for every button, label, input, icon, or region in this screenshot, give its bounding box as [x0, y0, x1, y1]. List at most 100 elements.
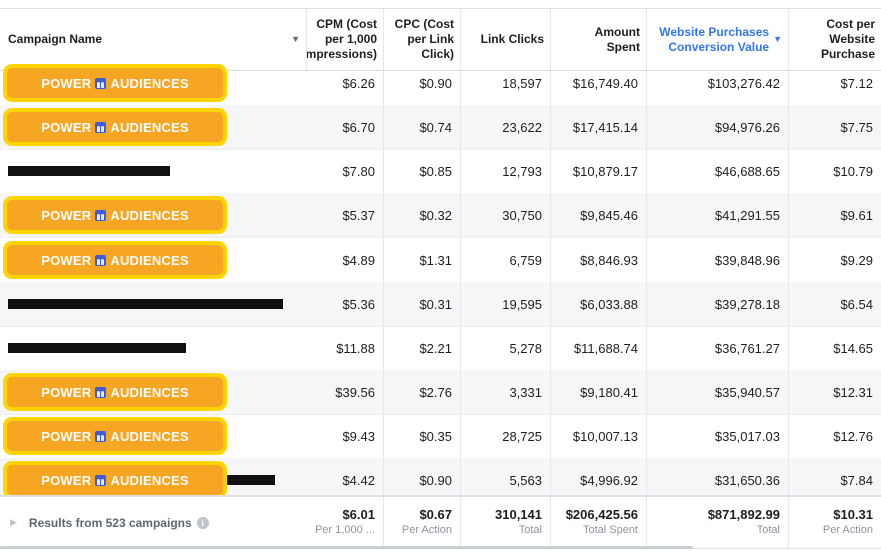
cell-website-purchases-value: $39,278.18 — [647, 282, 789, 326]
cell-cpm: $5.36 — [307, 282, 384, 326]
redacted-campaign-name — [8, 343, 186, 353]
campaign-name-cell[interactable]: POWER AUDIENCES — [0, 193, 307, 237]
summary-amount-spent: $206,425.56 Total Spent — [551, 497, 647, 548]
campaign-name-cell[interactable]: POWER AUDIENCES — [0, 458, 307, 502]
table-header: Campaign Name ▼ CPM (Cost per 1,000 Impr… — [0, 8, 881, 71]
cell-website-purchases-value: $103,276.42 — [647, 61, 789, 105]
summary-cpm: $6.01 Per 1,000 ... — [307, 497, 384, 548]
cell-amount-spent: $9,845.46 — [551, 193, 647, 237]
table-row[interactable]: $5.36 $0.31 19,595 $6,033.88 $39,278.18 $6.54 — [0, 282, 881, 327]
power-audiences-badge: POWER AUDIENCES — [3, 196, 227, 234]
redacted-campaign-name — [8, 166, 170, 176]
cell-cpc: $2.21 — [384, 326, 461, 370]
cell-cost-per-purchase: $12.76 — [833, 428, 873, 444]
badge-text: AUDIENCES — [110, 252, 189, 268]
campaign-name-cell[interactable]: POWER AUDIENCES — [0, 414, 307, 458]
summary-value: $0.67 — [419, 507, 452, 522]
cell-link-clicks: 30,750 — [461, 193, 551, 237]
cell-amount-spent: $9,180.41 — [551, 370, 647, 414]
sort-caret-icon[interactable]: ▼ — [291, 34, 300, 44]
cell-cost-per-purchase: $14.65 — [833, 340, 873, 356]
people-icon — [95, 121, 107, 133]
table-row[interactable]: POWER AUDIENCES $6.26 $0.90 18,597 $16,749.40… — [0, 61, 881, 106]
column-header-cost-per-purchase[interactable]: Cost per Website Purchase — [789, 9, 881, 70]
cell-amount-spent: $17,415.14 — [551, 105, 647, 149]
summary-value: $6.01 — [342, 507, 375, 522]
column-header-cpm[interactable]: CPM (Cost per 1,000 Impressions) — [307, 9, 384, 70]
people-icon — [95, 474, 107, 486]
badge-text: AUDIENCES — [110, 75, 189, 91]
summary-sublabel: Total — [518, 524, 542, 536]
table-row[interactable]: POWER AUDIENCES $9.43 $0.35 28,725 $10,007.13… — [0, 414, 881, 459]
summary-value: 310,141 — [495, 507, 542, 522]
people-icon — [95, 386, 107, 398]
table-row[interactable]: $11.88 $2.21 5,278 $11,688.74 $36,761.27 $14.… — [0, 326, 881, 371]
column-header-label: CPM (Cost per 1,000 Impressions) — [307, 17, 378, 61]
table-row[interactable]: $7.80 $0.85 12,793 $10,879.17 $46,688.65 $10.… — [0, 149, 881, 194]
cell-cpm: $4.42 — [307, 458, 384, 502]
badge-text: POWER — [41, 75, 92, 91]
power-audiences-badge: POWER AUDIENCES — [3, 461, 227, 499]
summary-value: $206,425.56 — [565, 507, 638, 522]
column-header-campaign-name[interactable]: Campaign Name ▼ — [0, 9, 307, 70]
column-header-link-clicks[interactable]: Link Clicks — [461, 9, 551, 70]
campaign-name-cell[interactable] — [0, 149, 307, 193]
badge-text: POWER — [41, 252, 92, 268]
campaign-name-cell[interactable]: POWER AUDIENCES — [0, 370, 307, 414]
cell-cpm: $11.88 — [307, 326, 384, 370]
cell-cpc: $0.74 — [384, 105, 461, 149]
cell-cpm: $9.43 — [307, 414, 384, 458]
table-row[interactable]: POWER AUDIENCES $5.37 $0.32 30,750 $9,845.46 $… — [0, 193, 881, 238]
cell-website-purchases-value: $35,017.03 — [647, 414, 789, 458]
cell-amount-spent: $16,749.40 — [551, 61, 647, 105]
table-row[interactable]: POWER AUDIENCES $39.56 $2.76 3,331 $9,180.41 $… — [0, 370, 881, 415]
cell-website-purchases-value: $46,688.65 — [647, 149, 789, 193]
people-icon — [95, 209, 107, 221]
cell-link-clicks: 28,725 — [461, 414, 551, 458]
cell-website-purchases-value: $36,761.27 — [647, 326, 789, 370]
people-icon — [95, 254, 107, 266]
campaign-name-cell[interactable]: POWER AUDIENCES — [0, 61, 307, 105]
expand-arrow-icon[interactable]: ▶ — [10, 517, 17, 527]
cell-link-clicks: 18,597 — [461, 61, 551, 105]
column-header-amount-spent[interactable]: Amount Spent — [551, 9, 647, 70]
summary-label: Results from 523 campaigns — [28, 515, 192, 530]
summary-value: $871,892.99 — [707, 507, 780, 522]
power-audiences-badge: POWER AUDIENCES — [3, 64, 227, 102]
summary-label-cell: ▶ Results from 523 campaigns i — [0, 497, 307, 548]
column-header-cpc[interactable]: CPC (Cost per Link Click) — [384, 9, 461, 70]
cell-link-clicks: 23,622 — [461, 105, 551, 149]
cell-cost-per-purchase: $9.29 — [840, 252, 873, 268]
badge-text: POWER — [41, 428, 92, 444]
table-row[interactable]: POWER AUDIENCES $6.70 $0.74 23,622 $17,415.14… — [0, 105, 881, 150]
summary-sublabel: Per Action — [401, 524, 452, 536]
table-row[interactable]: POWER AUDIENCES $4.89 $1.31 6,759 $8,846.93 $3… — [0, 238, 881, 283]
column-header-label: Link Clicks — [480, 32, 544, 46]
cell-cpm: $5.37 — [307, 193, 384, 237]
cell-cpc: $0.35 — [384, 414, 461, 458]
cell-amount-spent: $4,996.92 — [551, 458, 647, 502]
campaign-name-cell[interactable] — [0, 282, 307, 326]
cell-cpm: $39.56 — [307, 370, 384, 414]
badge-text: POWER — [41, 472, 92, 488]
campaign-name-cell[interactable]: POWER AUDIENCES — [0, 105, 307, 149]
cell-cost-per-purchase: $10.79 — [833, 163, 873, 179]
column-header-website-purchases-value[interactable]: Website Purchases Conversion Value ▼ — [647, 9, 789, 70]
sort-caret-icon[interactable]: ▼ — [773, 34, 782, 44]
badge-text: AUDIENCES — [110, 207, 189, 223]
people-icon — [95, 77, 107, 89]
column-header-label: CPC (Cost per Link Click) — [394, 17, 454, 61]
cell-cpm: $7.80 — [307, 149, 384, 193]
cell-amount-spent: $8,846.93 — [551, 238, 647, 282]
summary-sublabel: Total — [756, 524, 780, 536]
campaign-name-cell[interactable] — [0, 326, 307, 370]
cell-amount-spent: $11,688.74 — [551, 326, 647, 370]
horizontal-scrollbar[interactable] — [0, 546, 693, 549]
campaign-name-cell[interactable]: POWER AUDIENCES — [0, 238, 307, 282]
summary-cpc: $0.67 Per Action — [384, 497, 461, 548]
info-icon[interactable]: i — [196, 516, 209, 529]
cell-website-purchases-value: $39,848.96 — [647, 238, 789, 282]
badge-text: POWER — [41, 119, 92, 135]
column-header-label: Amount Spent — [594, 24, 640, 54]
cell-cpc: $2.76 — [384, 370, 461, 414]
